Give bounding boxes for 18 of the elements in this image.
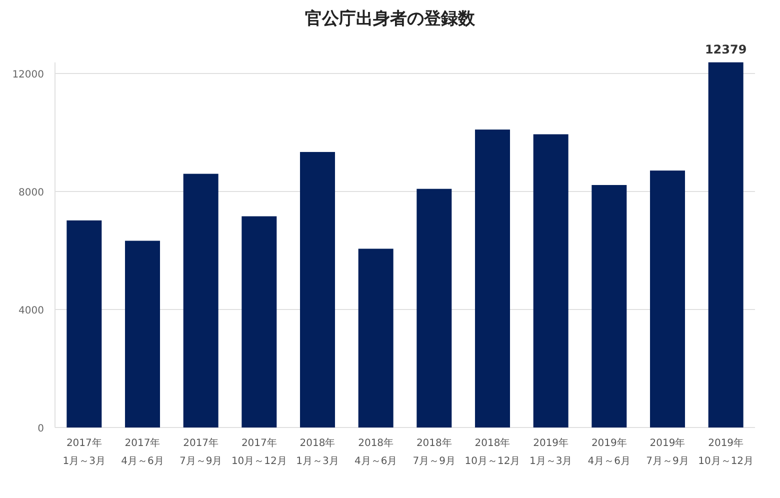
x-tick-label: 2018年 7月～9月	[412, 437, 456, 467]
y-tick-label: 0	[38, 424, 44, 434]
x-tick-label: 2019年 4月～6月	[588, 437, 631, 467]
x-tick-label: 2018年 4月～6月	[354, 437, 398, 467]
x-tick-label: 2019年 1月～3月	[529, 437, 572, 467]
y-tick-label: 4000	[18, 306, 44, 316]
x-tick-label: 2017年 4月～6月	[121, 437, 164, 467]
data-label: 12379	[704, 42, 747, 56]
chart-title: 官公庁出身者の登録数	[305, 9, 476, 29]
x-tick-label: 2019年 7月～9月	[646, 437, 689, 467]
x-tick-label: 2018年 1月～3月	[296, 437, 339, 467]
x-tick-label: 2019年 10月～12月	[698, 437, 754, 467]
x-tick-label: 2018年 10月～12月	[464, 437, 520, 467]
y-tick-label: 8000	[18, 188, 44, 198]
y-tick-label: 12000	[12, 70, 44, 80]
x-tick-label: 2017年 7月～9月	[179, 437, 222, 467]
x-tick-label: 2017年 10月～12月	[231, 437, 287, 467]
x-tick-label: 2017年 1月～3月	[62, 437, 106, 467]
